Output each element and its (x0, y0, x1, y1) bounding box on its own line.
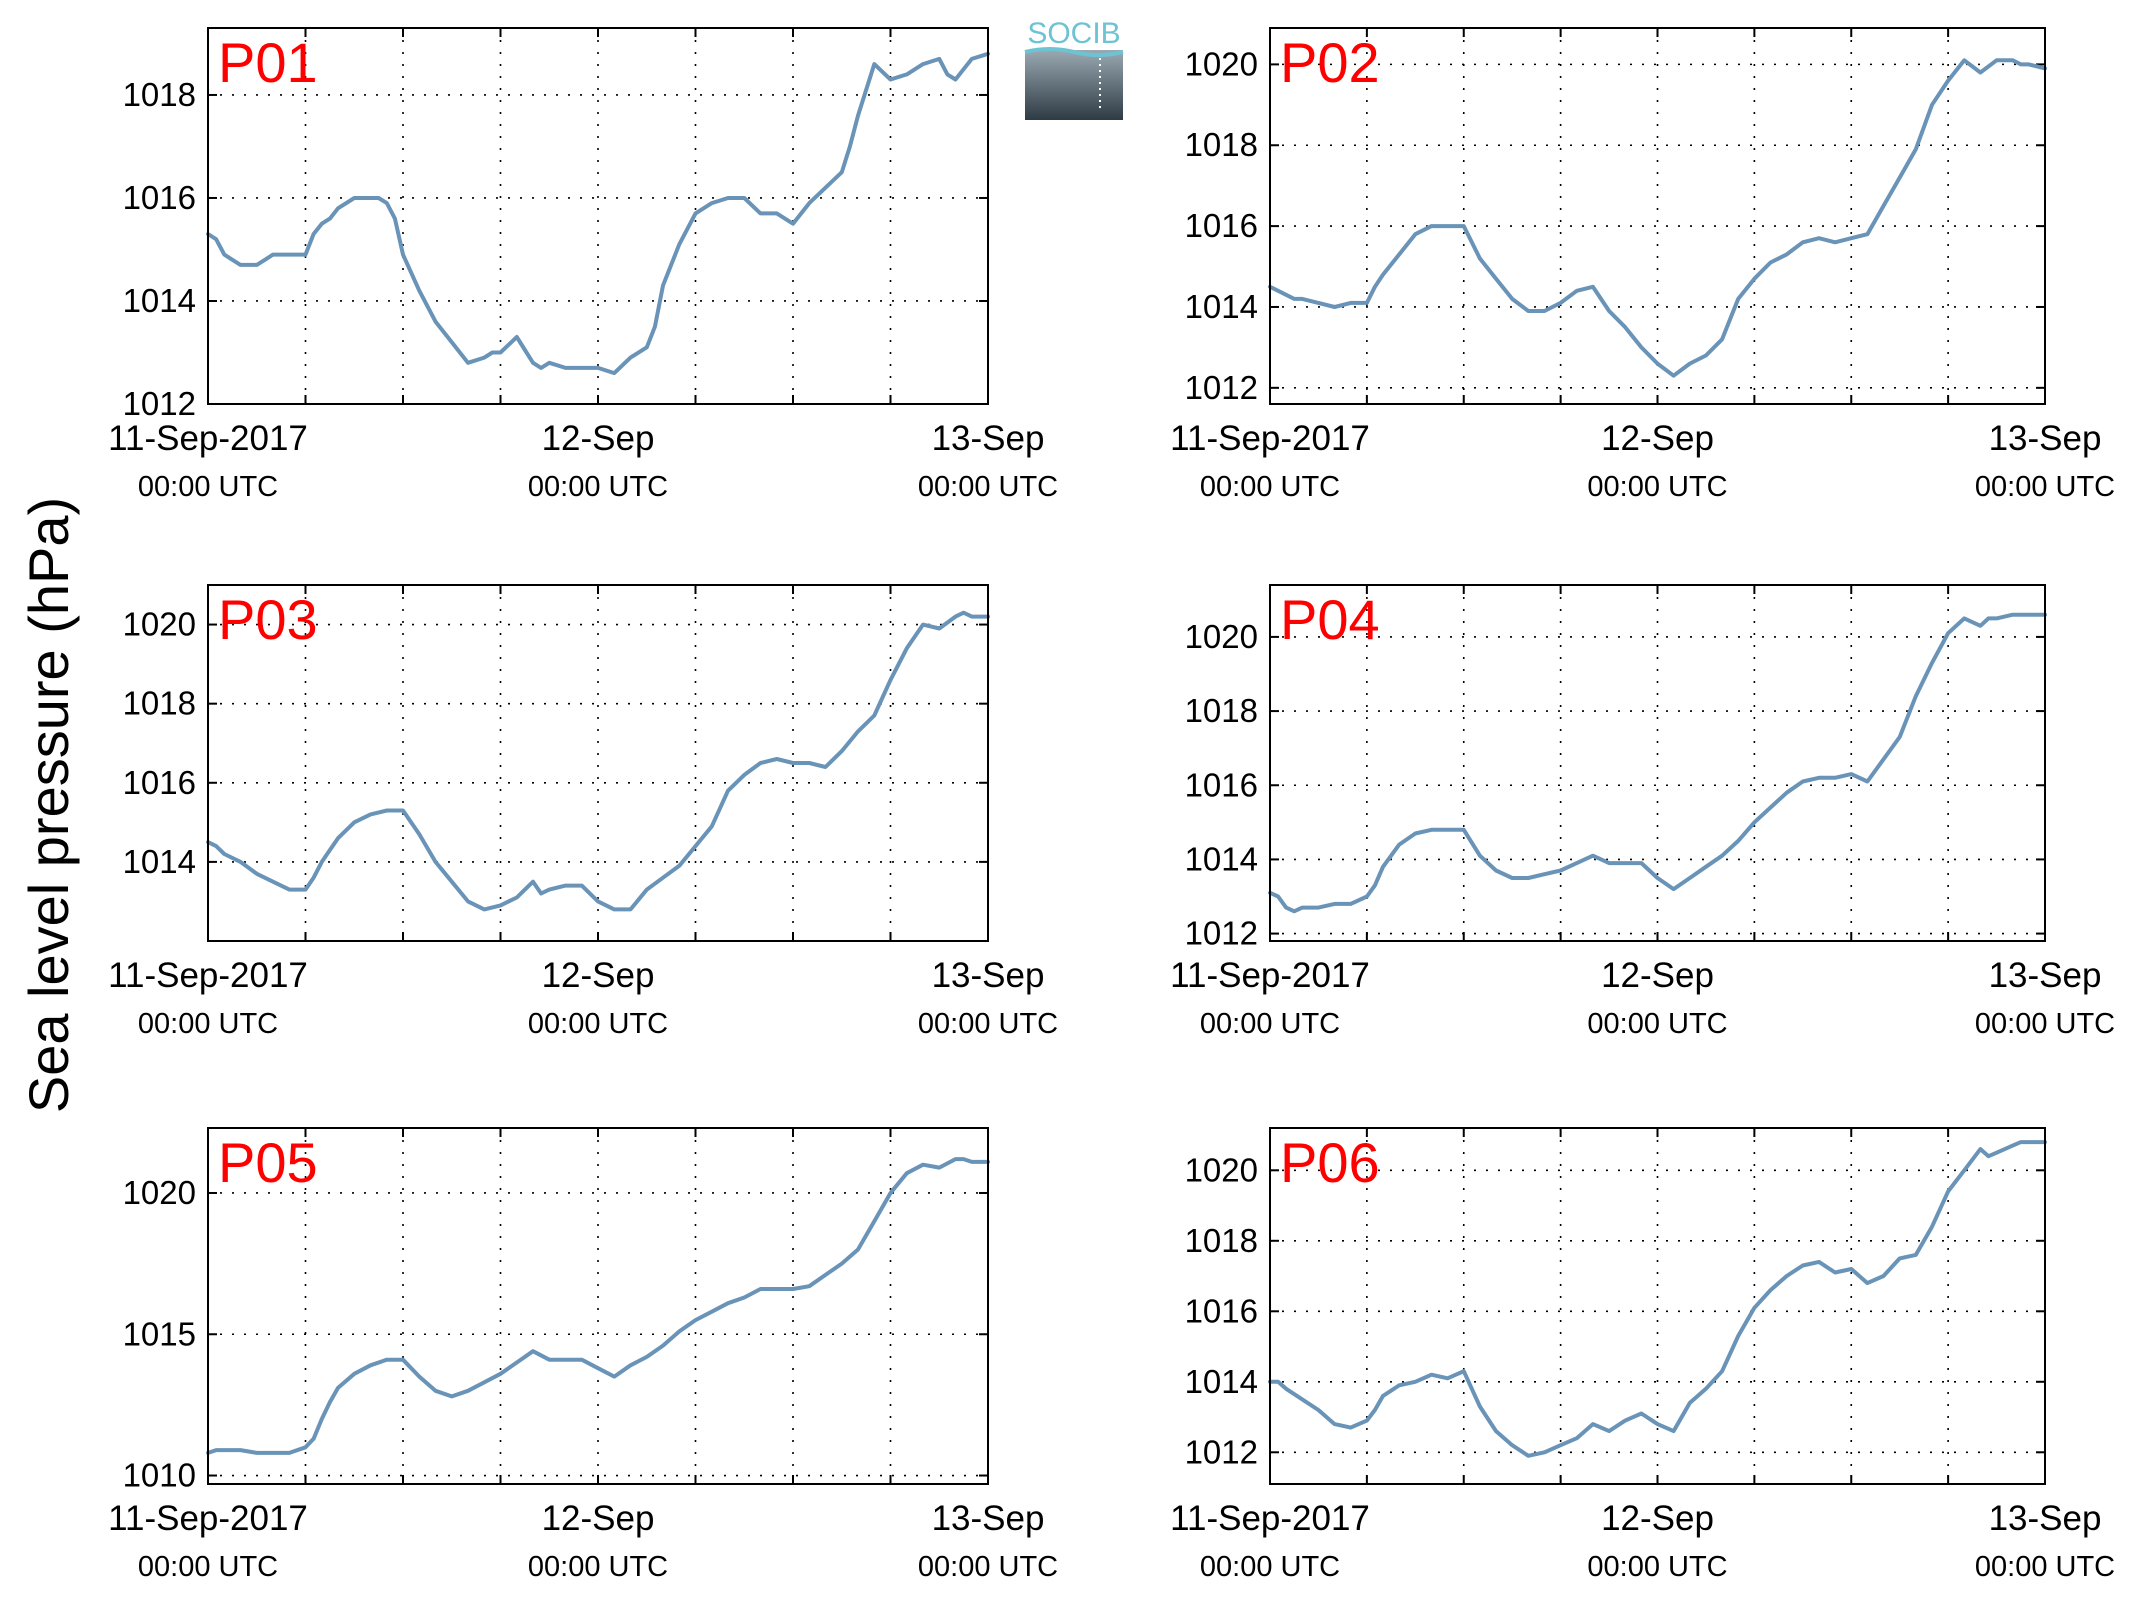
x-tick-label-time: 00:00 UTC (1200, 1008, 1340, 1040)
x-tick-label-date: 13-Sep (1989, 419, 2102, 458)
axes-frame (1269, 584, 2046, 942)
panel-label: P04 (1280, 588, 1380, 651)
x-tick-label-time: 00:00 UTC (1975, 471, 2115, 503)
panel-p03: 1014 1016 1018 1020 11-Sep-2017 00:00 UTC 12-S… (108, 584, 1058, 1040)
x-tick-label-time: 00:00 UTC (1975, 1008, 2115, 1040)
y-tick-label: 1018 (123, 685, 196, 722)
y-tick-label: 1020 (123, 1174, 196, 1211)
shared-y-axis-label: Sea level pressure (hPa) (17, 497, 80, 1113)
logo-wordmark: SOCIB (1027, 17, 1120, 50)
y-tick-label: 1020 (1185, 618, 1258, 655)
y-tick-label: 1014 (1185, 840, 1258, 877)
axes-frame (207, 584, 989, 942)
x-tick-label-date: 11-Sep-2017 (1170, 956, 1370, 995)
pressure-series-line (1268, 1140, 2047, 1458)
x-tick-label-date: 13-Sep (932, 956, 1045, 995)
y-tick-label: 1012 (1185, 915, 1258, 952)
y-tick-label: 1016 (1185, 207, 1258, 244)
x-tick-label-time: 00:00 UTC (528, 1008, 668, 1040)
x-tick-label-time: 00:00 UTC (1587, 471, 1727, 503)
pressure-series-line (1268, 58, 2047, 378)
x-tick-label-date: 13-Sep (932, 1499, 1045, 1538)
pressure-series-line (1268, 612, 2047, 914)
x-tick-label-time: 00:00 UTC (138, 1008, 278, 1040)
y-tick-label: 1020 (1185, 1151, 1258, 1188)
panel-label: P02 (1280, 31, 1380, 94)
y-tick-label: 1014 (123, 843, 196, 880)
x-tick-label-time: 00:00 UTC (918, 471, 1058, 503)
x-tick-label-time: 00:00 UTC (1200, 1551, 1340, 1583)
x-tick-label-date: 13-Sep (932, 419, 1045, 458)
x-tick-label-date: 12-Sep (1601, 1499, 1714, 1538)
x-tick-label-date: 11-Sep-2017 (1170, 1499, 1370, 1538)
x-tick-label-date: 11-Sep-2017 (108, 1499, 308, 1538)
x-tick-label-date: 12-Sep (542, 419, 655, 458)
y-tick-label: 1012 (1185, 369, 1258, 406)
y-tick-label: 1016 (1185, 766, 1258, 803)
x-tick-label-date: 13-Sep (1989, 1499, 2102, 1538)
axes-frame (1269, 27, 2046, 405)
y-tick-label: 1018 (123, 76, 196, 113)
pressure-series-line (206, 610, 990, 912)
panel-p01: 1012 1014 1016 1018 11-Sep-2017 00:00 UTC 12-S… (108, 27, 1058, 503)
x-tick-label-date: 11-Sep-2017 (108, 956, 308, 995)
x-tick-label-time: 00:00 UTC (918, 1008, 1058, 1040)
x-tick-label-date: 12-Sep (542, 956, 655, 995)
y-tick-label: 1012 (123, 385, 196, 422)
x-tick-label-time: 00:00 UTC (138, 1551, 278, 1583)
axes-frame (207, 27, 989, 405)
x-tick-label-time: 00:00 UTC (918, 1551, 1058, 1583)
y-tick-label: 1018 (1185, 126, 1258, 163)
socib-logo: SOCIB (1024, 17, 1124, 120)
y-tick-label: 1010 (123, 1457, 196, 1494)
panel-label: P01 (218, 31, 318, 94)
panel-label: P03 (218, 588, 318, 651)
x-tick-label-date: 11-Sep-2017 (108, 419, 308, 458)
axes-frame (207, 1127, 989, 1485)
y-tick-label: 1018 (1185, 1222, 1258, 1259)
x-tick-label-time: 00:00 UTC (138, 471, 278, 503)
axes-frame (1269, 1127, 2046, 1485)
y-tick-label: 1014 (123, 282, 196, 319)
x-tick-label-time: 00:00 UTC (1975, 1551, 2115, 1583)
x-tick-label-time: 00:00 UTC (1200, 471, 1340, 503)
x-tick-label-time: 00:00 UTC (1587, 1551, 1727, 1583)
y-tick-label: 1016 (1185, 1292, 1258, 1329)
y-tick-label: 1020 (123, 606, 196, 643)
y-tick-label: 1015 (123, 1315, 196, 1352)
y-tick-label: 1014 (1185, 288, 1258, 325)
x-tick-label-time: 00:00 UTC (528, 1551, 668, 1583)
x-tick-label-time: 00:00 UTC (1587, 1008, 1727, 1040)
x-tick-label-date: 13-Sep (1989, 956, 2102, 995)
panel-p02: 1012 1014 1016 1018 1020 11-Sep-2017 00:00 UTC… (1170, 27, 2115, 503)
logo-sea-block (1025, 50, 1123, 120)
y-tick-label: 1012 (1185, 1433, 1258, 1470)
x-tick-label-date: 12-Sep (1601, 956, 1714, 995)
pressure-series-line (206, 1157, 990, 1455)
y-tick-label: 1016 (123, 764, 196, 801)
x-tick-label-time: 00:00 UTC (528, 471, 668, 503)
y-tick-label: 1020 (1185, 45, 1258, 82)
logo-wave (1024, 47, 1124, 57)
x-tick-label-date: 12-Sep (1601, 419, 1714, 458)
panel-p05: 1010 1015 1020 11-Sep-2017 00:00 UTC 12-Sep 00… (108, 1127, 1058, 1583)
panel-label: P06 (1280, 1131, 1380, 1194)
x-tick-label-date: 12-Sep (542, 1499, 655, 1538)
panel-p04: 1012 1014 1016 1018 1020 11-Sep-2017 00:00 UTC… (1170, 584, 2115, 1040)
panel-p06: 1012 1014 1016 1018 1020 11-Sep-2017 00:00 UTC… (1170, 1127, 2115, 1583)
panel-label: P05 (218, 1131, 318, 1194)
pressure-series-line (206, 51, 990, 376)
y-tick-label: 1014 (1185, 1363, 1258, 1400)
panel-grid: 1012 1014 1016 1018 11-Sep-2017 00:00 UTC 12-S… (108, 27, 2115, 1583)
y-tick-label: 1016 (123, 179, 196, 216)
x-tick-label-date: 11-Sep-2017 (1170, 419, 1370, 458)
y-tick-label: 1018 (1185, 692, 1258, 729)
